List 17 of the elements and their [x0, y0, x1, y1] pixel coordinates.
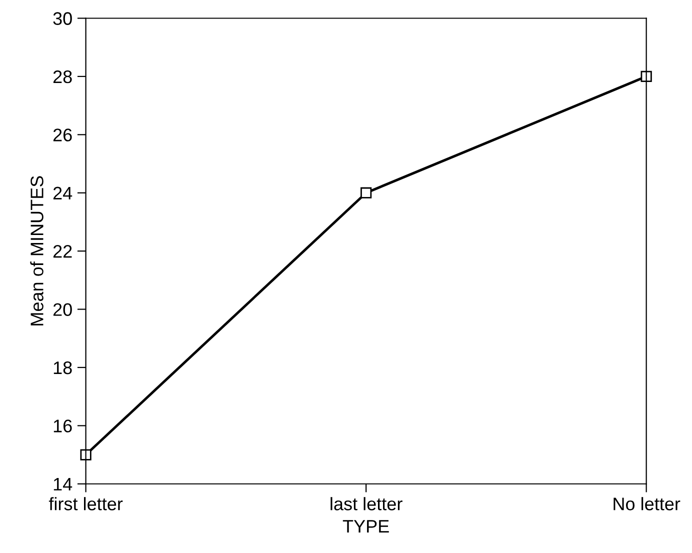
y-tick-label: 24	[53, 186, 72, 200]
y-axis-title: Mean of MINUTES	[30, 176, 44, 326]
y-tick-label: 14	[54, 478, 72, 490]
x-tick-label: last letter	[330, 497, 402, 510]
x-tick-label: No letter	[614, 497, 680, 510]
y-tick-label: 30	[53, 12, 72, 25]
y-tick-label: 18	[54, 361, 72, 374]
y-tick-label: 26	[53, 128, 72, 142]
y-tick-label: 16	[54, 420, 72, 432]
x-tick-label: first letter	[48, 497, 123, 510]
y-tick-label: 28	[53, 70, 72, 84]
y-tick-label: 22	[53, 244, 72, 258]
point	[640, 70, 652, 82]
point	[360, 187, 372, 198]
x-axis-title: TYPE	[342, 520, 389, 533]
point	[80, 449, 92, 460]
y-tick-label: 20	[53, 303, 72, 316]
